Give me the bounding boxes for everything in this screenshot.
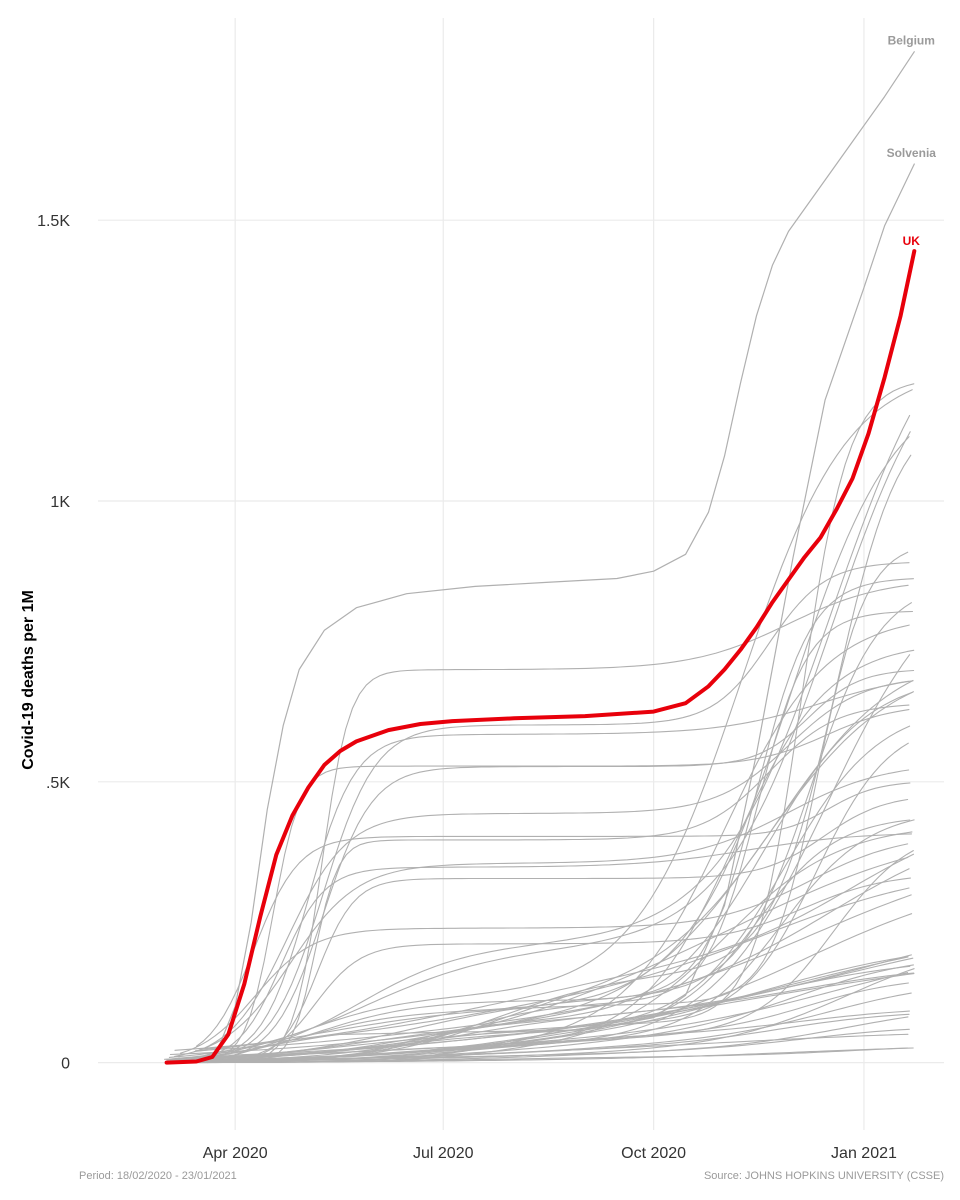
country-series-line (201, 680, 909, 1050)
y-tick-label: 1K (50, 494, 70, 511)
country-series-line (182, 819, 911, 1062)
country-series-line (206, 669, 915, 1061)
country-series-line (180, 584, 909, 1064)
y-tick-label: 1.5K (37, 213, 70, 230)
country-series-line (169, 877, 911, 1063)
labeled-series-group: Belgium Solvenia UK (164, 34, 937, 1065)
uk-series-line (164, 249, 917, 1065)
country-series-line (206, 972, 915, 1062)
source-caption: Source: JOHNS HOPKINS UNIVERSITY (CSSE) (703, 1170, 944, 1182)
country-series-line (181, 704, 910, 1064)
x-tick-label: Oct 2020 (621, 1145, 686, 1162)
period-caption: Period: 18/02/2020 - 23/01/2021 (79, 1170, 237, 1182)
solvenia-series-line (207, 163, 915, 1064)
country-series-line (193, 971, 909, 1062)
country-series-line (187, 1033, 909, 1062)
country-series-line (206, 691, 914, 1061)
country-series-line (183, 833, 913, 1061)
country-series-line (195, 414, 911, 1059)
country-series-line (185, 850, 914, 1063)
x-tick-label: Apr 2020 (203, 1145, 268, 1162)
country-series-line (177, 831, 913, 1064)
country-series-line (167, 562, 910, 1063)
belgium-series-line (184, 51, 915, 1064)
x-tick-label: Jul 2020 (413, 1145, 474, 1162)
country-series-line (206, 649, 915, 1060)
country-series-line (169, 894, 912, 1056)
country-series-line (179, 843, 909, 1054)
y-axis-title: Covid-19 deaths per 1M (20, 590, 37, 770)
x-tick-label: Jan 2021 (831, 1145, 897, 1162)
country-series-line (169, 454, 912, 1063)
country-series-line (193, 819, 915, 1063)
axis-labels: 0 .5K 1K 1.5K Apr 2020 Jul 2020 Oct 2020 Jan 20… (37, 213, 897, 1162)
y-tick-label: .5K (46, 775, 70, 792)
grid (98, 18, 944, 1130)
solvenia-series-label: Solvenia (887, 146, 937, 160)
country-series-line (193, 551, 909, 1053)
country-series-line (207, 956, 909, 1057)
belgium-series-label: Belgium (888, 34, 935, 48)
country-series-line (195, 868, 910, 1052)
country-series-line (181, 1010, 910, 1062)
y-tick-label: 0 (61, 1056, 70, 1073)
country-series-line (199, 853, 915, 1050)
country-series-line (200, 798, 909, 1063)
background-series-group (164, 383, 915, 1064)
country-series-line (172, 578, 914, 1061)
country-series-line (195, 436, 910, 1059)
country-series-line (164, 389, 913, 1060)
uk-series-label: UK (903, 234, 921, 248)
country-series-line (195, 782, 911, 1047)
country-series-line (181, 624, 910, 1064)
